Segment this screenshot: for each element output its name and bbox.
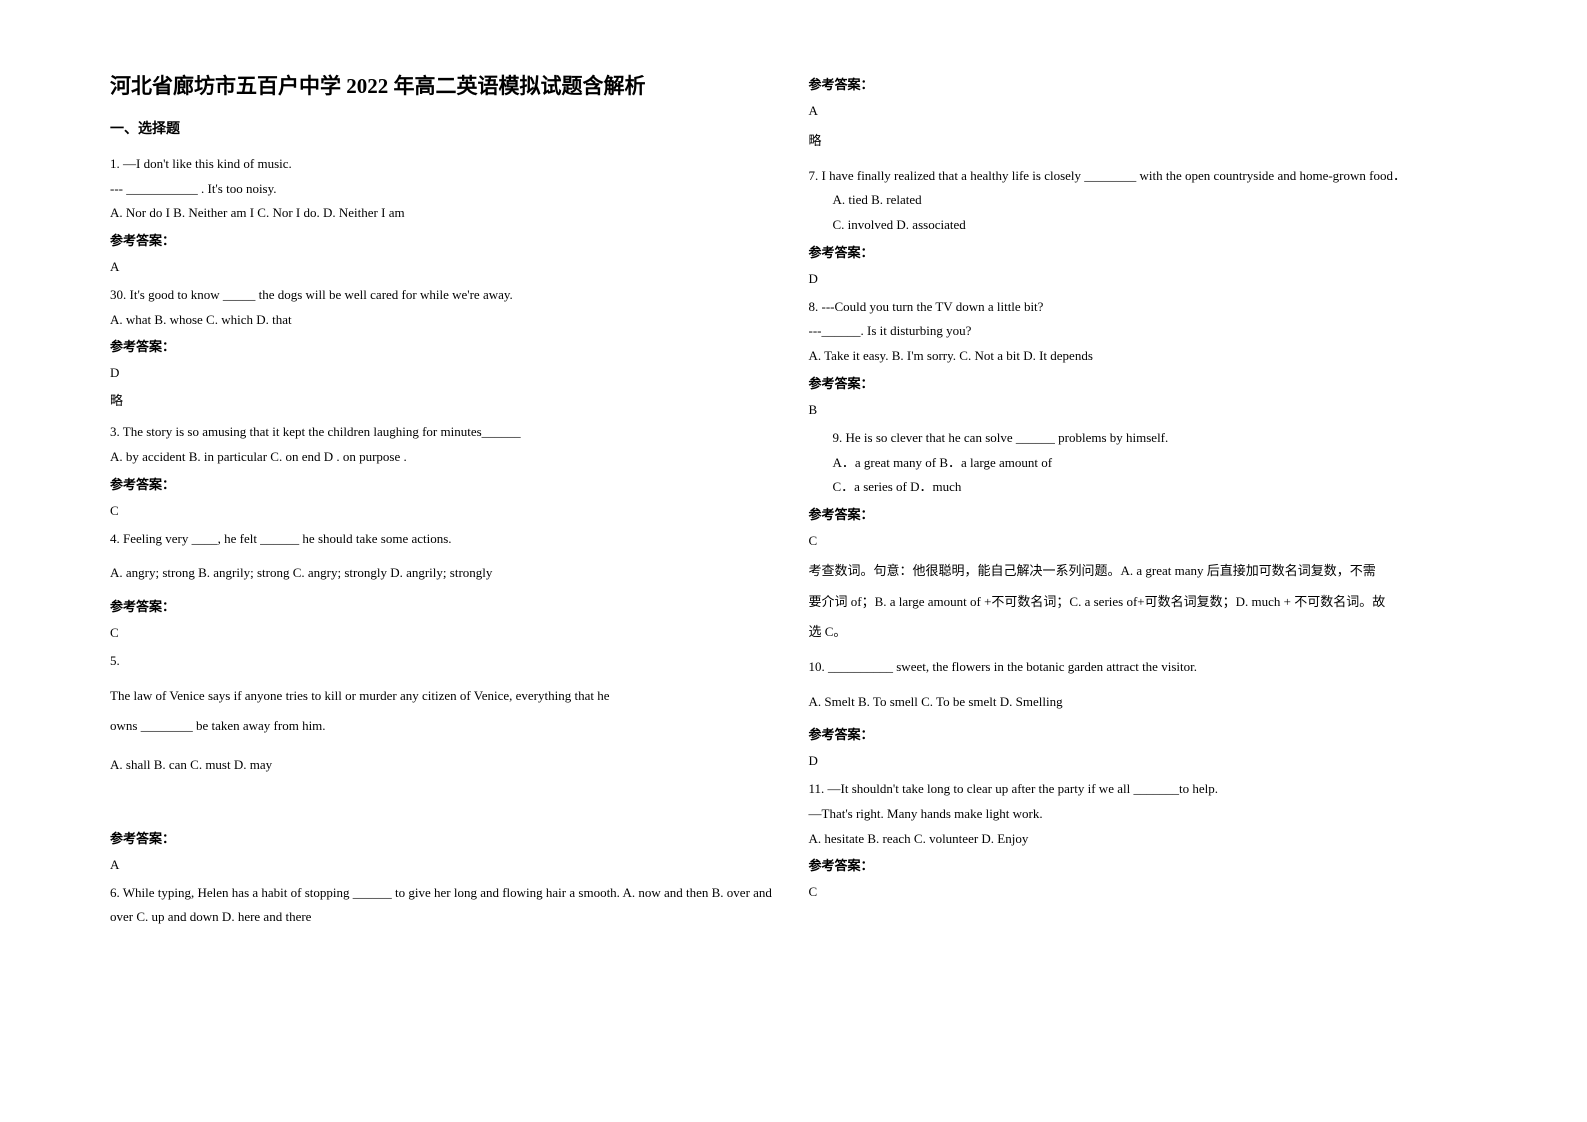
question-4: 4. Feeling very ____, he felt ______ he … [110, 527, 779, 641]
answer-label: 参考答案： [110, 336, 779, 355]
q9-answer: C [809, 533, 1478, 549]
q6-line1: 6. While typing, Helen has a habit of st… [110, 881, 779, 930]
question-8: 8. ---Could you turn the TV down a littl… [809, 295, 1478, 418]
q1-answer: A [110, 259, 779, 275]
page-title: 河北省廊坊市五百户中学 2022 年高二英语模拟试题含解析 [110, 70, 779, 100]
q7-line3: C. involved D. associated [809, 213, 1478, 238]
q6-answer: A [809, 103, 1478, 119]
q5-num: 5. [110, 649, 779, 674]
q8-answer: B [809, 402, 1478, 418]
q11-line2: —That's right. Many hands make light wor… [809, 802, 1478, 827]
question-3: 3. The story is so amusing that it kept … [110, 420, 779, 518]
q9-line2: A．a great many of B．a large amount of [809, 451, 1478, 476]
q2-answer: D [110, 365, 779, 381]
q11-line3: A. hesitate B. reach C. volunteer D. Enj… [809, 827, 1478, 852]
q5-line2: owns ________ be taken away from him. [110, 714, 779, 739]
q4-answer: C [110, 625, 779, 641]
answer-label: 参考答案： [809, 855, 1478, 874]
q7-line2: A. tied B. related [809, 188, 1478, 213]
answer-label: 参考答案： [110, 828, 779, 847]
q8-line2: ---______. Is it disturbing you? [809, 319, 1478, 344]
q10-line1: 10. __________ sweet, the flowers in the… [809, 655, 1478, 680]
answer-label: 参考答案： [809, 373, 1478, 392]
answer-label: 参考答案： [809, 724, 1478, 743]
question-1: 1. —I don't like this kind of music. ---… [110, 152, 779, 275]
question-9: 9. He is so clever that he can solve ___… [809, 426, 1478, 645]
q1-line3: A. Nor do I B. Neither am I C. Nor I do.… [110, 201, 779, 226]
q10-answer: D [809, 753, 1478, 769]
q9-exp3: 选 C。 [809, 620, 1478, 645]
answer-label: 参考答案： [809, 504, 1478, 523]
omit-text: 略 [110, 389, 779, 414]
q7-line1: 7. I have finally realized that a health… [809, 164, 1478, 189]
q4-line2: A. angry; strong B. angrily; strong C. a… [110, 561, 779, 586]
q5-line3: A. shall B. can C. must D. may [110, 753, 779, 778]
q1-line2: --- ___________ . It's too noisy. [110, 177, 779, 202]
q5-line1: The law of Venice says if anyone tries t… [110, 684, 779, 709]
right-column: 参考答案： A 略 7. I have finally realized tha… [794, 70, 1493, 1082]
answer-label: 参考答案： [809, 74, 1478, 93]
q3-line2: A. by accident B. in particular C. on en… [110, 445, 779, 470]
q9-line3: C．a series of D．much [809, 475, 1478, 500]
question-10: 10. __________ sweet, the flowers in the… [809, 655, 1478, 769]
answer-label: 参考答案： [110, 596, 779, 615]
answer-label: 参考答案： [809, 242, 1478, 261]
q3-line1: 3. The story is so amusing that it kept … [110, 420, 779, 445]
q9-exp1: 考查数词。句意：他很聪明，能自己解决一系列问题。A. a great many … [809, 559, 1478, 584]
q3-answer: C [110, 503, 779, 519]
question-2: 30. It's good to know _____ the dogs wil… [110, 283, 779, 414]
q4-line1: 4. Feeling very ____, he felt ______ he … [110, 527, 779, 552]
question-5: 5. The law of Venice says if anyone trie… [110, 649, 779, 873]
answer-label: 参考答案： [110, 474, 779, 493]
q9-exp2: 要介词 of；B. a large amount of +不可数名词；C. a … [809, 590, 1478, 615]
answer-label: 参考答案： [110, 230, 779, 249]
omit-text: 略 [809, 129, 1478, 154]
q11-answer: C [809, 884, 1478, 900]
question-7: 7. I have finally realized that a health… [809, 164, 1478, 287]
left-column: 河北省廊坊市五百户中学 2022 年高二英语模拟试题含解析 一、选择题 1. —… [95, 70, 794, 1082]
question-6: 6. While typing, Helen has a habit of st… [110, 881, 779, 930]
section-header: 一、选择题 [110, 118, 779, 138]
q11-line1: 11. —It shouldn't take long to clear up … [809, 777, 1478, 802]
q5-answer: A [110, 857, 779, 873]
q8-line1: 8. ---Could you turn the TV down a littl… [809, 295, 1478, 320]
question-11: 11. —It shouldn't take long to clear up … [809, 777, 1478, 900]
q1-line1: 1. —I don't like this kind of music. [110, 152, 779, 177]
q8-line3: A. Take it easy. B. I'm sorry. C. Not a … [809, 344, 1478, 369]
q2-line2: A. what B. whose C. which D. that [110, 308, 779, 333]
q9-line1: 9. He is so clever that he can solve ___… [809, 426, 1478, 451]
q2-line1: 30. It's good to know _____ the dogs wil… [110, 283, 779, 308]
q10-line2: A. Smelt B. To smell C. To be smelt D. S… [809, 690, 1478, 715]
q7-answer: D [809, 271, 1478, 287]
